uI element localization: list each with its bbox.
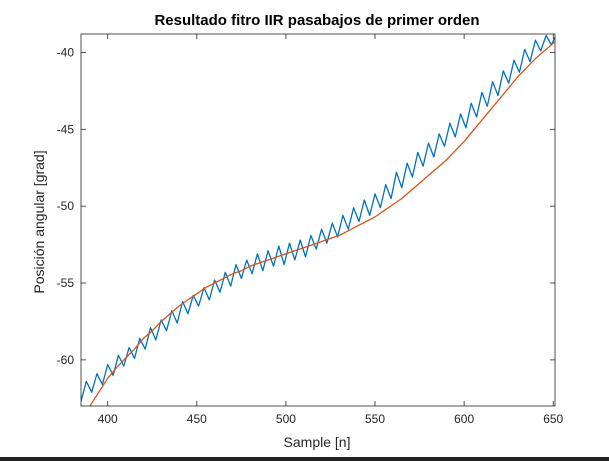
x-tick-label: 600 [454, 412, 474, 426]
plot-area [81, 34, 555, 406]
y-tick-label: -45 [57, 122, 75, 136]
y-axis-label: Posición angular [grad] [31, 150, 47, 293]
y-tick-label: -40 [57, 45, 75, 59]
x-tick-label: 550 [365, 412, 385, 426]
axes-box [80, 33, 556, 407]
axes: 400 450 500 550 600 650 -60 -55 -50 -45 -40 [57, 33, 564, 426]
chart-title: Resultado fitro IIR pasabajos de primer … [154, 12, 479, 29]
series-line-2 [88, 41, 555, 406]
x-tick-label: 450 [187, 412, 207, 426]
y-tick-label: -50 [57, 199, 75, 213]
y-tick-label: -55 [57, 276, 75, 290]
x-tick-label: 650 [543, 412, 563, 426]
window-bottom-edge [0, 457, 609, 461]
x-tick-label: 400 [98, 412, 118, 426]
x-axis-label: Sample [n] [284, 434, 351, 450]
x-tick-label: 500 [276, 412, 296, 426]
plot-background [81, 34, 555, 406]
y-tick-label: -60 [57, 353, 75, 367]
